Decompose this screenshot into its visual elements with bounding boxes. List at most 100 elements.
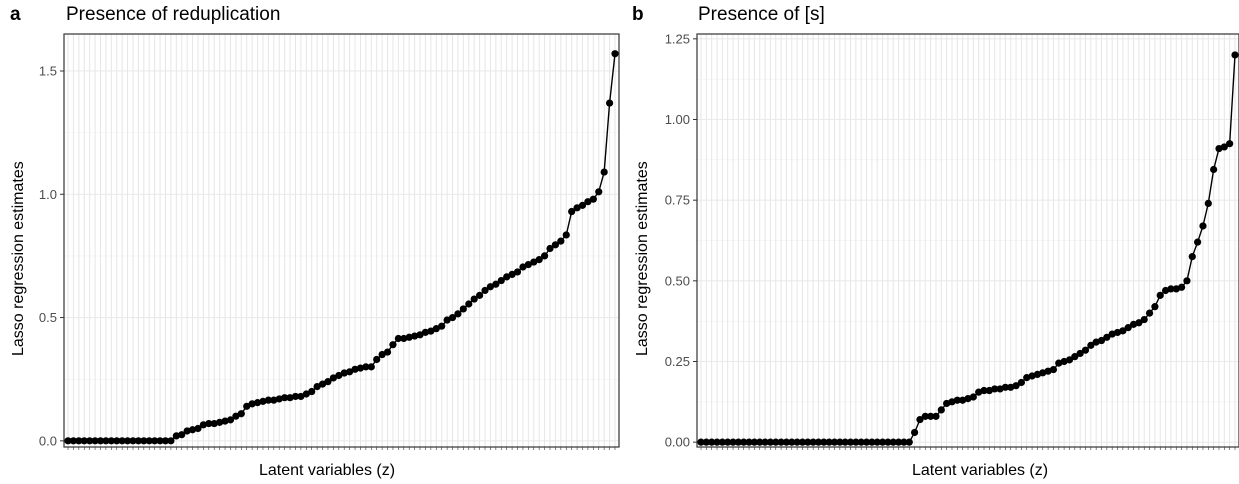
data-point <box>281 394 289 402</box>
data-point <box>750 438 758 446</box>
data-point <box>1076 349 1084 358</box>
data-point <box>253 399 262 407</box>
y-tick-label: 1.5 <box>39 63 57 78</box>
data-point <box>1178 283 1186 291</box>
data-point <box>373 355 381 364</box>
data-point <box>530 258 538 266</box>
data-point <box>1097 336 1106 345</box>
data-point <box>524 260 532 269</box>
data-point <box>894 438 903 446</box>
data-point <box>905 438 913 446</box>
data-point <box>557 237 565 245</box>
data-point <box>96 437 105 445</box>
y-tick-label: 0.5 <box>39 310 57 325</box>
data-point <box>210 419 218 428</box>
data-point <box>178 431 186 439</box>
data-point <box>167 437 175 445</box>
data-point <box>868 438 876 446</box>
y-tick-label: 1.25 <box>665 31 690 46</box>
data-point <box>335 371 343 380</box>
data-point <box>503 273 511 281</box>
data-point <box>788 438 796 446</box>
data-point <box>259 397 267 405</box>
data-point <box>75 437 83 445</box>
data-point <box>465 300 473 308</box>
data-point <box>519 263 527 271</box>
data-point <box>1226 140 1234 148</box>
y-tick-label: 0.0 <box>39 433 57 448</box>
data-point <box>551 241 560 249</box>
data-point <box>226 416 235 424</box>
data-point <box>438 322 446 330</box>
data-point <box>793 438 801 446</box>
data-point <box>486 283 495 291</box>
data-point <box>199 421 207 429</box>
y-tick-label: 1.0 <box>39 187 57 202</box>
data-point <box>362 363 370 371</box>
data-point <box>1151 303 1159 311</box>
data-point <box>151 437 159 445</box>
data-point <box>535 256 543 264</box>
data-point <box>820 438 828 446</box>
chart-panel-a: a Presence of reduplication Lasso regres… <box>10 4 620 479</box>
data-point <box>862 438 871 446</box>
data-point <box>221 417 229 425</box>
data-point <box>329 374 337 382</box>
data-point <box>697 438 705 446</box>
data-point <box>1140 315 1148 324</box>
data-point <box>852 438 860 446</box>
data-point <box>756 438 764 446</box>
data-point <box>243 402 251 410</box>
data-point <box>605 99 614 107</box>
data-point <box>540 252 549 260</box>
data-point <box>740 438 748 446</box>
data-point <box>718 438 726 446</box>
data-point <box>798 438 807 446</box>
data-point <box>809 438 817 446</box>
data-point <box>1017 378 1025 387</box>
data-point <box>118 437 126 445</box>
data-point <box>80 437 88 445</box>
data-point <box>194 424 202 433</box>
plot-border <box>696 33 1239 448</box>
data-point <box>846 438 855 446</box>
data-point <box>286 394 294 402</box>
data-point <box>562 231 570 239</box>
x-axis-title: Latent variables (z) <box>912 462 1049 479</box>
data-point <box>470 295 478 303</box>
data-point <box>123 437 132 445</box>
data-point <box>611 50 619 58</box>
data-point <box>708 438 716 446</box>
data-point <box>804 438 812 446</box>
data-point <box>145 437 153 445</box>
data-point <box>1119 327 1127 335</box>
data-point <box>216 418 224 426</box>
data-point <box>1049 365 1058 374</box>
data-point <box>129 437 137 445</box>
data-point <box>443 316 451 324</box>
data-point <box>578 201 587 209</box>
data-point <box>1156 291 1164 299</box>
data-point <box>1183 277 1191 285</box>
data-point <box>724 438 732 446</box>
data-point <box>508 270 516 279</box>
data-point <box>1103 333 1111 341</box>
data-point <box>389 341 397 349</box>
data-point <box>1167 285 1175 293</box>
data-point <box>814 438 823 446</box>
data-point <box>183 427 191 435</box>
data-point <box>1231 51 1239 59</box>
data-point <box>745 438 753 446</box>
data-point <box>421 328 430 336</box>
data-point <box>825 438 833 446</box>
data-point <box>782 438 791 446</box>
data-point <box>340 369 348 377</box>
data-point <box>91 437 99 445</box>
data-point <box>113 437 121 445</box>
data-point <box>134 437 143 445</box>
data-point <box>232 412 240 420</box>
data-point <box>318 380 327 388</box>
data-point <box>140 437 148 445</box>
data-point <box>734 438 742 446</box>
data-point <box>416 331 424 339</box>
